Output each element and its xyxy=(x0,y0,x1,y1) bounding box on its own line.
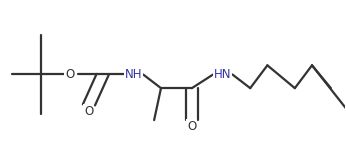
Text: HN: HN xyxy=(214,68,231,81)
Text: NH: NH xyxy=(125,68,142,81)
Text: O: O xyxy=(187,120,197,133)
Text: O: O xyxy=(65,68,75,81)
Text: O: O xyxy=(84,105,93,118)
